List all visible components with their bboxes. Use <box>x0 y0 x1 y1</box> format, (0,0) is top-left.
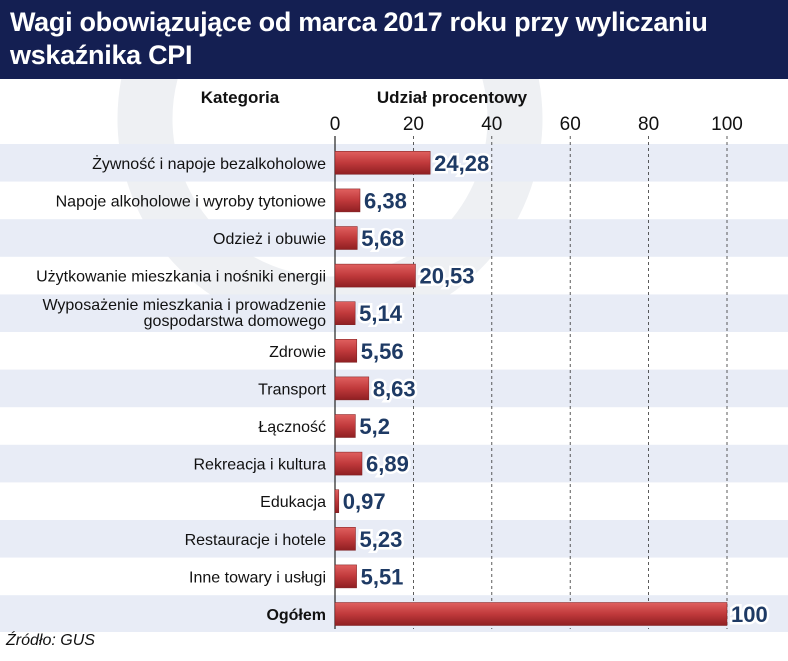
bar <box>334 527 356 551</box>
category-label: Wyposażenie mieszkania i prowadzenie <box>42 297 326 314</box>
bar <box>334 339 358 363</box>
data-label: 6,89 <box>366 452 409 477</box>
data-label: 5,68 <box>361 226 404 251</box>
category-label: Łączność <box>258 419 326 436</box>
row-band <box>0 520 788 558</box>
data-label: 0,97 <box>343 489 386 514</box>
data-label: 5,2 <box>359 414 390 439</box>
row-band <box>0 219 788 257</box>
chart-title: Wagi obowiązujące od marca 2017 roku prz… <box>10 7 708 70</box>
bar <box>334 414 356 438</box>
bar <box>334 602 728 626</box>
source-note: Źródło: GUS <box>6 632 95 649</box>
data-label: 20,53 <box>419 264 474 289</box>
row-band <box>0 444 788 483</box>
category-label: Zdrowie <box>269 344 326 361</box>
category-label: Użytkowanie mieszkania i nośniki energii <box>36 269 326 286</box>
bar <box>334 376 370 401</box>
value-header: Udział procentowy <box>377 88 528 107</box>
x-tick-label: 100 <box>711 114 743 135</box>
bar <box>334 151 431 175</box>
data-label: 5,23 <box>360 527 403 552</box>
category-header: Kategoria <box>201 88 280 107</box>
bar <box>334 226 358 250</box>
category-label: Odzież i obuwie <box>213 231 326 248</box>
x-tick-label: 0 <box>330 114 341 135</box>
row-band <box>0 294 788 332</box>
data-label: 6,38 <box>364 188 407 213</box>
data-label: 8,63 <box>373 376 416 401</box>
category-label: gospodarstwa domowego <box>144 313 326 330</box>
x-tick-label: 80 <box>638 114 659 135</box>
category-label: Edukacja <box>260 494 326 511</box>
x-tick-label: 60 <box>560 114 581 135</box>
bar <box>334 188 361 213</box>
x-tick-label: 40 <box>481 114 502 135</box>
bar <box>334 564 357 589</box>
data-label: 5,14 <box>359 301 403 326</box>
data-label: 100 <box>731 602 768 627</box>
category-label: Napoje alkoholowe i wyroby tytoniowe <box>56 193 326 210</box>
title-banner: Wagi obowiązujące od marca 2017 roku prz… <box>0 0 788 79</box>
data-label: 5,51 <box>361 564 404 589</box>
bar-chart: Kategoria Udział procentowy 0 20 40 60 80 100 Ży… <box>0 79 788 632</box>
row-band <box>0 369 788 408</box>
data-label: 5,56 <box>361 339 404 364</box>
bar <box>334 301 356 325</box>
bar <box>334 263 416 288</box>
category-label: Inne towary i usługi <box>189 569 326 586</box>
data-label: 24,28 <box>434 151 489 176</box>
category-label: Transport <box>258 381 326 398</box>
category-label: Restauracje i hotele <box>185 532 327 549</box>
category-label: Ogółem <box>266 607 326 624</box>
x-tick-label: 20 <box>403 114 424 135</box>
bar <box>334 451 363 476</box>
category-label: Rekreacja i kultura <box>194 457 327 474</box>
category-label: Żywność i napoje bezalkoholowe <box>92 154 326 173</box>
bar <box>334 489 340 513</box>
